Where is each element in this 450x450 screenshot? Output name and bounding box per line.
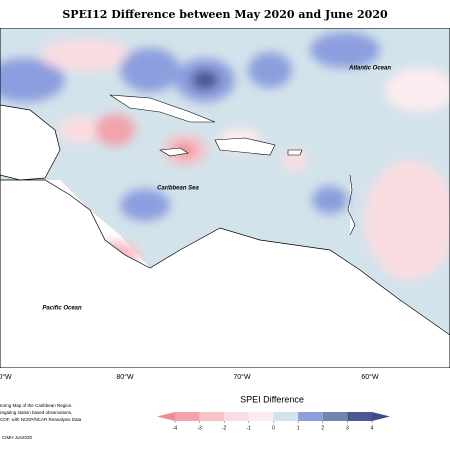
jamaica — [159, 147, 189, 157]
colorbar-extend-low — [157, 412, 175, 421]
colorbar-tick-label: -1 — [247, 425, 252, 431]
colorbar-bin — [175, 412, 200, 421]
longitude-label: 70°W — [233, 373, 251, 381]
spei-anomalies — [0, 32, 450, 280]
colorbar-bin — [273, 412, 299, 421]
colorbar-tick-label: 3 — [346, 425, 349, 431]
footnote-line: COF, with NCEP/NCAR Reanalysis Data — [0, 417, 82, 422]
ocean-label: Atlantic Ocean — [348, 66, 391, 72]
puerto-rico — [287, 149, 303, 156]
sea-label: Caribbean Sea — [157, 186, 199, 192]
colorbar-tick-label: -3 — [197, 425, 202, 431]
colorbar-bin — [322, 412, 348, 421]
footnote-line: toring Map of the Caribbean Region. — [0, 403, 73, 408]
mainland — [0, 179, 450, 368]
title: SPEI12 Difference between May 2020 and J… — [62, 8, 388, 21]
yucatan — [0, 104, 61, 181]
colorbar-tick-label: 4 — [371, 425, 374, 431]
colorbar-tick-label: -4 — [173, 425, 178, 431]
map: Atlantic Ocean Caribbean Sea Pacific Oce… — [0, 28, 450, 368]
colorbar-bin — [248, 412, 274, 421]
colorbar-bin — [224, 412, 249, 421]
cuba — [109, 94, 216, 123]
footnote: toring Map of the Caribbean Region. rega… — [0, 403, 82, 440]
longitude-label: 0°W — [0, 373, 12, 381]
legend-title: SPEI Difference — [240, 394, 304, 404]
lesser-antilles — [347, 174, 356, 236]
longitude-label: 60°W — [361, 373, 379, 381]
colorbar: -4 -3 -2 -1 0 1 2 3 4 — [157, 412, 390, 431]
credit: CIMH Jun2020 — [2, 435, 33, 440]
footnote-line: regating station based observations, — [0, 410, 72, 415]
colorbar-bin — [347, 412, 372, 421]
longitude-labels: 0°W 80°W 70°W 60°W — [0, 373, 379, 381]
colorbar-extend-high — [372, 412, 390, 421]
colorbar-tick-label: 1 — [297, 425, 300, 431]
colorbar-tick-label: -2 — [222, 425, 227, 431]
colorbar-bin — [298, 412, 323, 421]
colorbar-tick-label: 2 — [321, 425, 324, 431]
longitude-label: 80°W — [116, 373, 134, 381]
colorbar-bin — [199, 412, 225, 421]
spei-field — [0, 28, 450, 340]
ocean-label: Pacific Ocean — [42, 306, 82, 312]
hispaniola — [214, 137, 276, 156]
colorbar-tick-label: 0 — [272, 425, 275, 431]
